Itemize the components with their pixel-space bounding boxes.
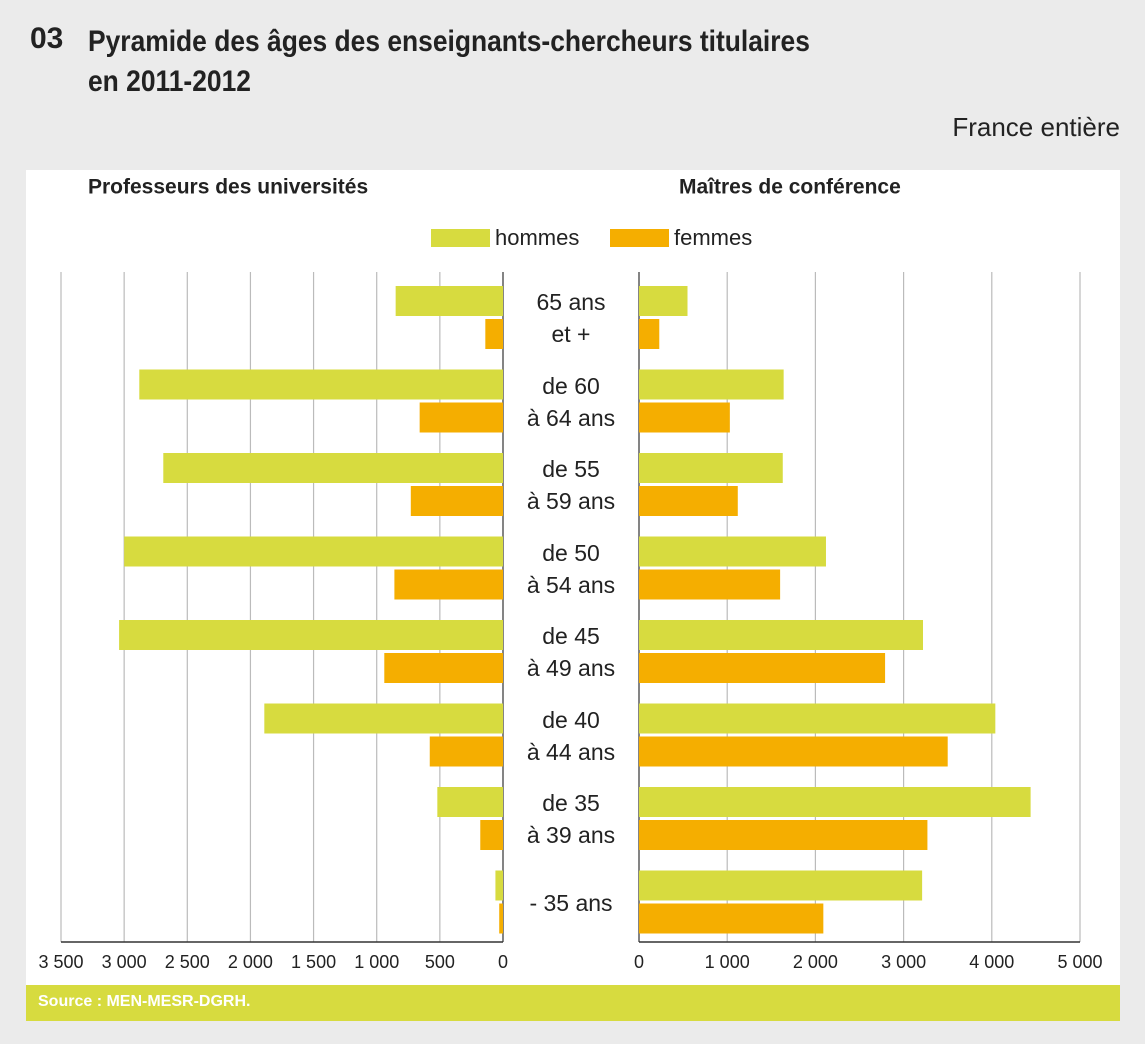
bar: [639, 653, 886, 683]
bar: [639, 820, 928, 850]
bar: [639, 402, 730, 433]
bar: [124, 536, 504, 567]
bar: [499, 903, 503, 934]
category-label: de 45 à 49 ans: [526, 623, 616, 681]
bar: [639, 486, 738, 516]
bar: [639, 536, 826, 567]
plot-background: [26, 170, 1120, 985]
bar: [119, 620, 503, 650]
bar: [384, 653, 503, 683]
legend-label: femmes: [674, 225, 752, 250]
bar: [139, 369, 503, 400]
bar: [394, 569, 503, 600]
bar: [419, 402, 503, 433]
x-tick-label: 1 000: [354, 952, 399, 972]
category-label: 65 ans et +: [536, 289, 606, 347]
bar: [163, 453, 503, 483]
legend-swatch: [431, 229, 490, 247]
x-tick-label: 1 000: [705, 952, 750, 972]
bar: [639, 569, 781, 600]
x-tick-label: 1 500: [291, 952, 336, 972]
panel-title: Maîtres de conférence: [679, 176, 901, 199]
bar: [485, 319, 503, 349]
bar: [639, 903, 824, 934]
chart-title: Pyramide des âges des enseignants-cherch…: [88, 25, 810, 98]
category-label: de 60 à 64 ans: [526, 372, 616, 431]
bar: [639, 870, 923, 901]
bar: [639, 703, 996, 734]
source-bar: Source : MEN-MESR-DGRH.: [26, 985, 1120, 1021]
x-tick-label: 5 000: [1057, 952, 1102, 972]
category-label: - 35 ans: [529, 889, 613, 916]
x-tick-label: 3 500: [38, 952, 83, 972]
bar: [264, 703, 503, 734]
bar: [639, 453, 783, 483]
bar: [639, 319, 660, 349]
category-label: de 40 à 44 ans: [526, 706, 616, 765]
category-label: de 55 à 59 ans: [526, 456, 616, 514]
bar: [495, 870, 503, 901]
bar: [480, 820, 503, 850]
bar: [639, 736, 948, 767]
x-tick-label: 0: [498, 952, 508, 972]
x-tick-label: 4 000: [969, 952, 1014, 972]
chart-number: 03: [30, 22, 64, 55]
bar: [639, 620, 924, 650]
category-label: de 50 à 54 ans: [526, 539, 616, 598]
legend-swatch: [610, 229, 669, 247]
x-tick-label: 500: [425, 952, 455, 972]
bar: [429, 736, 503, 767]
x-tick-label: 2 000: [228, 952, 273, 972]
bar: [410, 486, 503, 516]
source: Source : MEN-MESR-DGRH.: [38, 993, 251, 1010]
x-tick-label: 2 000: [793, 952, 838, 972]
bar: [639, 286, 688, 316]
panel-title: Professeurs des universités: [88, 176, 368, 199]
legend-label: hommes: [495, 225, 579, 250]
bar: [395, 286, 503, 316]
category-label: de 35 à 39 ans: [526, 790, 616, 848]
x-tick-label: 3 000: [881, 952, 926, 972]
bar: [639, 369, 784, 400]
bar: [437, 787, 503, 817]
chart-subtitle: France entière: [952, 112, 1120, 142]
x-tick-label: 0: [634, 952, 644, 972]
x-tick-label: 3 000: [102, 952, 147, 972]
bar: [639, 787, 1031, 817]
x-tick-label: 2 500: [165, 952, 210, 972]
